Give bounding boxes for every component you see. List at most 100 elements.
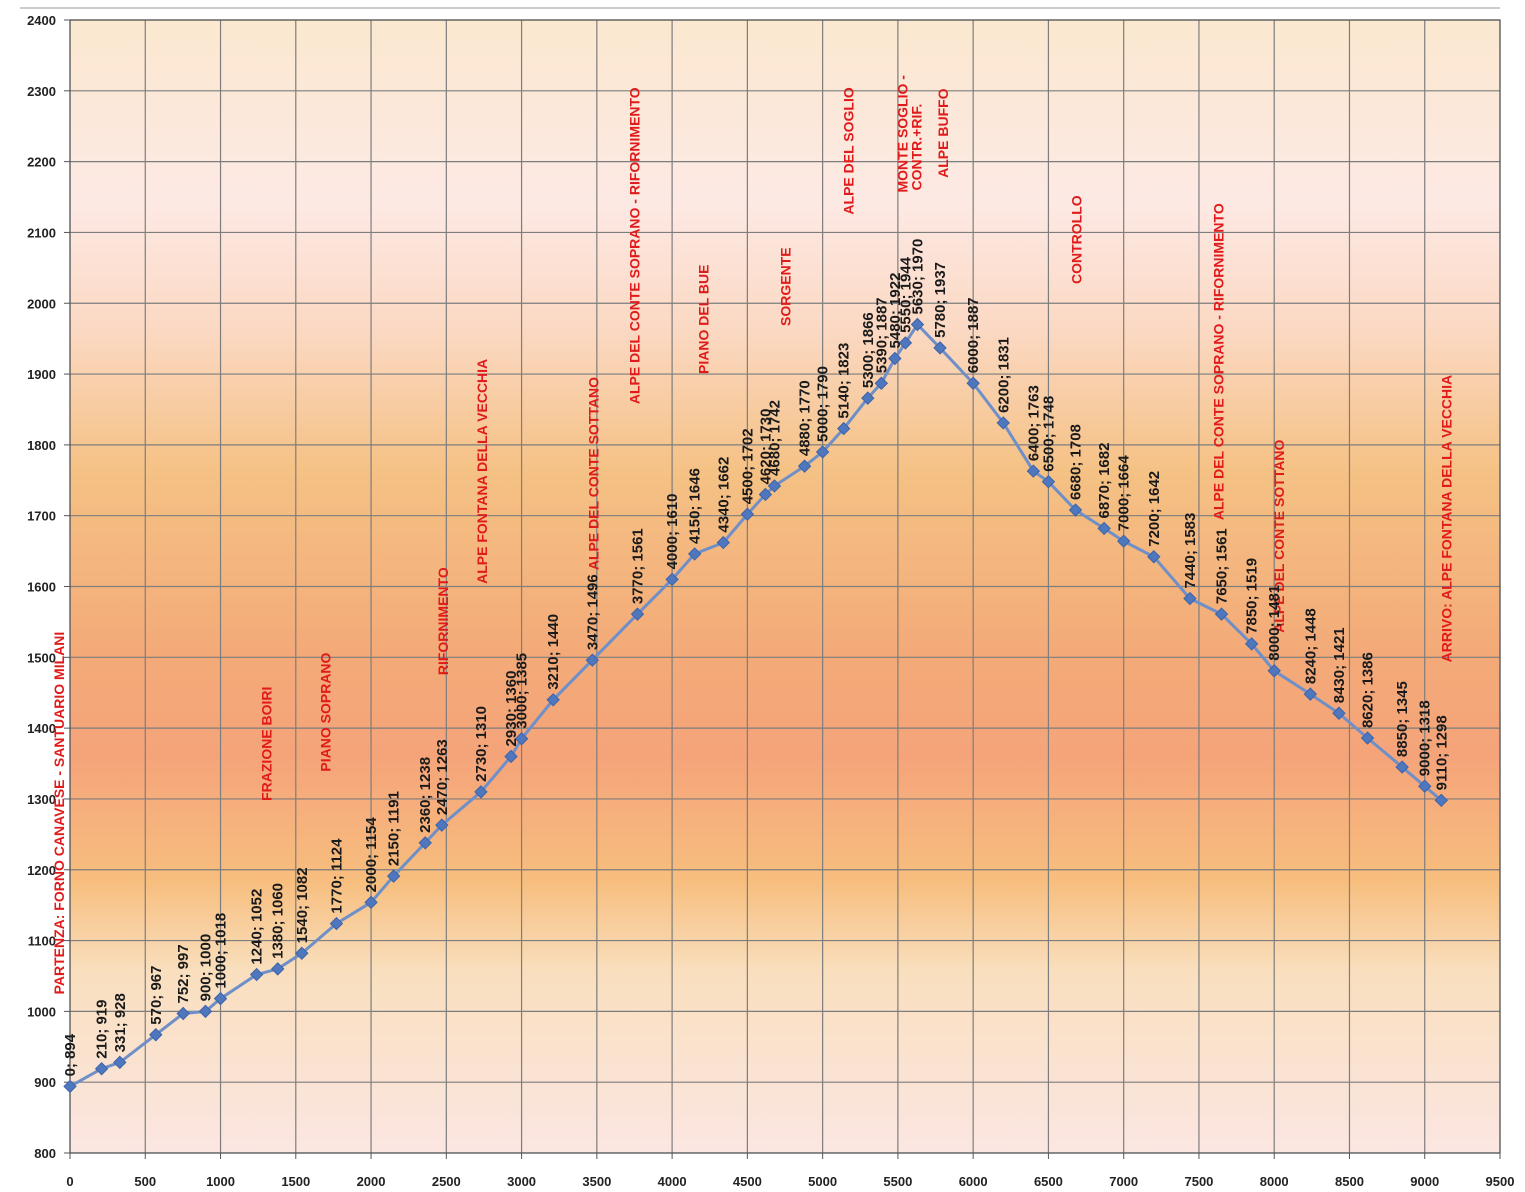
route-annotation: ALPE DEL CONTE SOPRANO - RIFORNIMENTO	[1211, 203, 1227, 520]
data-point-marker	[249, 967, 264, 982]
y-tick-label: 900	[34, 1075, 56, 1090]
x-tick-label: 3500	[582, 1174, 611, 1189]
y-tick-label: 1000	[27, 1004, 56, 1019]
data-point-marker	[1418, 779, 1432, 793]
data-point-marker	[888, 351, 902, 366]
data-point-marker	[1097, 521, 1111, 536]
data-point-label: 8850; 1345	[1394, 681, 1411, 757]
data-point-marker	[585, 653, 600, 667]
data-point-label: 7650; 1561	[1214, 528, 1231, 604]
x-tick-label: 3000	[507, 1174, 536, 1189]
x-tick-label: 6500	[1034, 1174, 1063, 1189]
data-point-label: 752; 997	[175, 944, 192, 1003]
elevation-series	[63, 317, 1449, 1094]
data-point-marker	[687, 547, 702, 561]
y-tick-label: 1700	[27, 509, 56, 524]
data-point-label: 1380; 1060	[270, 883, 287, 959]
route-annotation: ALPE DEL CONTE SOPRANO - RIFORNIMENTO	[626, 87, 642, 404]
x-tick-label: 0	[66, 1174, 73, 1189]
data-point-label: 8620; 1386	[1360, 652, 1377, 728]
data-point-marker	[716, 535, 730, 550]
y-tick-label: 1300	[27, 792, 56, 807]
data-point-marker	[1116, 534, 1131, 548]
y-tick-label: 2200	[27, 155, 56, 170]
data-point-label: 4000; 1610	[664, 494, 681, 570]
data-point-label: 5140; 1823	[836, 343, 853, 419]
data-point-label: 4150; 1646	[687, 468, 704, 544]
data-point-marker	[836, 421, 851, 436]
data-point-marker	[113, 1055, 127, 1070]
data-point-label: 7000; 1664	[1116, 455, 1133, 532]
data-point-marker	[198, 1004, 213, 1019]
tick-labels: 0 500 1000 1500 2000 2500 3000 3500 4000 4500 5000…	[27, 13, 1514, 1189]
y-tick-label: 800	[34, 1146, 56, 1161]
data-point-marker	[966, 376, 980, 390]
data-point-marker	[1214, 607, 1229, 621]
data-point-label: 331; 928	[112, 993, 129, 1052]
data-point-label: 5000; 1790	[815, 366, 832, 442]
x-tick-label: 1500	[281, 1174, 310, 1189]
data-point-marker	[767, 479, 782, 493]
data-point-marker	[1434, 793, 1449, 808]
route-annotation: CONTR.+RIF.	[908, 104, 924, 191]
data-point-label: 570; 967	[148, 966, 165, 1025]
data-point-marker	[418, 836, 432, 850]
route-annotation: MONTE SOGLIO -	[894, 75, 910, 193]
route-annotation: ALPE FONTANA DELLA VECCHIA	[474, 359, 490, 584]
route-annotation: ALPE DEL SOGLIO	[841, 87, 857, 214]
data-point-label: 210; 919	[94, 1000, 111, 1059]
data-point-marker	[1183, 591, 1197, 606]
route-annotation: ARRIVO: ALPE FONTANA DELLA VECCHIA	[1438, 375, 1454, 663]
data-point-label: 2730; 1310	[473, 706, 490, 782]
data-point-label: 6870; 1682	[1096, 443, 1113, 519]
x-tick-label: 2000	[357, 1174, 386, 1189]
route-annotation: PIANO DEL BUE	[696, 264, 712, 373]
data-point-marker	[1267, 664, 1281, 678]
data-point-label: 9000; 1318	[1417, 700, 1434, 776]
point-labels: 0; 894 210; 919 331; 928 570; 967 752; 997 90…	[62, 239, 1450, 1077]
x-tick-label: 9500	[1486, 1174, 1515, 1189]
data-point-label: 7440; 1583	[1182, 513, 1199, 589]
data-point-label: 6680; 1708	[1068, 424, 1085, 500]
data-point-label: 4500; 1702	[739, 428, 756, 504]
data-point-label: 6400; 1763	[1025, 385, 1042, 461]
data-point-label: 5780; 1937	[932, 262, 949, 338]
route-annotation: ALPE BUFFO	[935, 88, 951, 178]
data-point-label: 8000; 1481	[1266, 585, 1283, 661]
data-point-label: 8240; 1448	[1302, 608, 1319, 684]
data-point-label: 3470; 1496	[584, 574, 601, 650]
data-point-label: 3210; 1440	[545, 614, 562, 690]
data-point-label: 1770; 1124	[328, 838, 345, 914]
y-tick-label: 1600	[27, 580, 56, 595]
y-tick-label: 1500	[27, 650, 56, 665]
data-point-label: 2360; 1238	[417, 757, 434, 833]
data-point-label: 5300; 1866	[860, 312, 877, 388]
data-point-marker	[874, 376, 889, 390]
data-point-marker	[898, 336, 913, 350]
x-tick-label: 4500	[733, 1174, 762, 1189]
x-tick-label: 7000	[1109, 1174, 1138, 1189]
route-annotation: ALPE DEL CONTE SOTTANO	[1271, 440, 1287, 633]
data-point-label: 7850; 1519	[1244, 558, 1261, 634]
data-point-marker	[665, 572, 679, 587]
y-tick-label: 1900	[27, 367, 56, 382]
data-point-marker	[1147, 550, 1161, 564]
data-point-marker	[149, 1028, 163, 1042]
data-point-label: 6500; 1748	[1040, 396, 1057, 472]
data-point-label: 1240; 1052	[249, 889, 266, 965]
data-point-marker	[514, 732, 529, 746]
data-point-marker	[1244, 637, 1259, 651]
data-point-label: 3770; 1561	[629, 528, 646, 604]
route-annotation: ALPE DEL CONTE SOTTANO	[585, 377, 601, 570]
data-point-marker	[1395, 760, 1409, 774]
data-point-label: 8430; 1421	[1331, 627, 1348, 703]
y-tick-label: 2400	[27, 13, 56, 28]
data-point-marker	[861, 391, 875, 405]
data-point-marker	[1303, 687, 1318, 701]
data-point-marker	[176, 1006, 190, 1021]
data-point-label: 3000; 1385	[514, 653, 531, 729]
data-point-label: 4880; 1770	[797, 380, 814, 456]
x-tick-label: 5500	[883, 1174, 912, 1189]
data-point-label: 5630; 1970	[909, 239, 926, 315]
data-point-marker	[910, 317, 925, 332]
